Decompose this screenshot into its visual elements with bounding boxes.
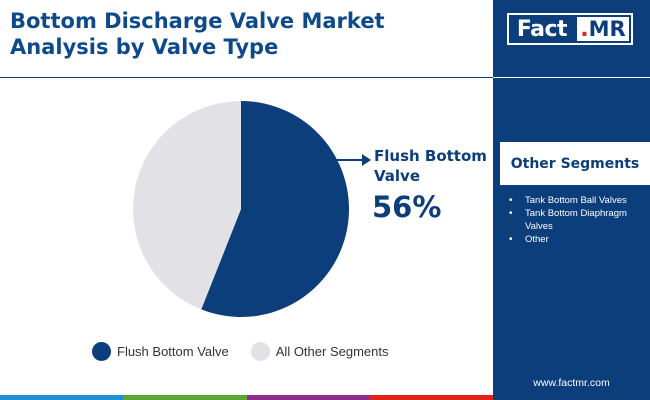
slice-label-flush: Flush Bottom Valve xyxy=(374,147,487,185)
callout-arrowhead xyxy=(362,154,371,166)
legend-label-flush: Flush Bottom Valve xyxy=(117,344,229,359)
chart-title: Bottom Discharge Valve Market Analysis b… xyxy=(10,8,480,60)
segment-item: Other xyxy=(507,233,647,246)
logo-dot: . xyxy=(580,16,589,42)
color-bar-segment xyxy=(0,395,124,400)
callout-arrow xyxy=(335,154,371,166)
legend-label-other: All Other Segments xyxy=(275,344,389,359)
pie-chart xyxy=(132,100,371,317)
other-segments-title: Other Segments xyxy=(510,155,640,172)
segment-item: Tank Bottom Diaphragm Valves xyxy=(507,207,647,233)
sidebar-panel: Fact . MR Other Segments Tank Bottom Bal… xyxy=(493,0,650,400)
title-line-2: Analysis by Valve Type xyxy=(10,35,279,59)
title-line-1: Bottom Discharge Valve Market xyxy=(10,9,385,33)
logo-mr: MR xyxy=(588,17,626,41)
other-segments-list: Tank Bottom Ball Valves Tank Bottom Diap… xyxy=(507,194,647,246)
slice-value-flush: 56% xyxy=(372,190,442,224)
pie-slices xyxy=(132,100,349,317)
logo-text-mr: . MR xyxy=(577,16,629,42)
logo-text-fact: Fact xyxy=(516,16,568,42)
legend-item-other: All Other Segments xyxy=(250,342,389,361)
sidebar-divider xyxy=(493,77,650,78)
factmr-logo: Fact . MR xyxy=(507,13,633,45)
legend-item-flush: Flush Bottom Valve xyxy=(92,342,229,361)
other-segments-header: Other Segments xyxy=(500,142,650,185)
color-bar xyxy=(0,395,493,400)
pie-slice-all-other-segments xyxy=(132,100,241,310)
segment-item: Tank Bottom Ball Valves xyxy=(507,194,647,207)
chart-legend: Flush Bottom Valve All Other Segments xyxy=(92,342,410,361)
color-bar-segment xyxy=(369,395,493,400)
website-link[interactable]: www.factmr.com xyxy=(533,377,610,389)
legend-swatch-other xyxy=(250,342,270,361)
color-bar-segment xyxy=(246,395,370,400)
color-bar-segment xyxy=(123,395,247,400)
title-divider xyxy=(0,77,493,78)
legend-swatch-flush xyxy=(92,342,111,361)
pie-slice-flush-bottom-valve xyxy=(201,101,349,317)
